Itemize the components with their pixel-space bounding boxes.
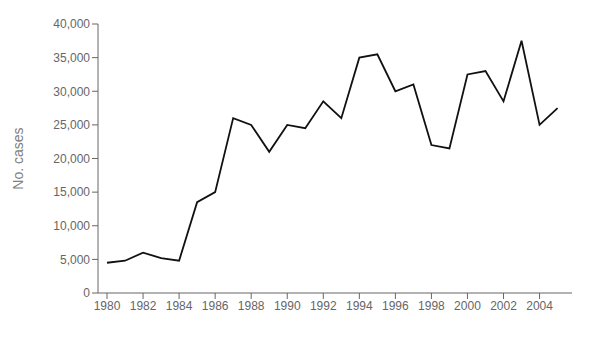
svg-text:1984: 1984	[166, 299, 193, 313]
svg-text:20,000: 20,000	[53, 152, 90, 166]
svg-text:2004: 2004	[526, 299, 553, 313]
svg-text:1996: 1996	[382, 299, 409, 313]
svg-text:2002: 2002	[490, 299, 517, 313]
svg-text:5,000: 5,000	[60, 253, 90, 267]
svg-text:35,000: 35,000	[53, 51, 90, 65]
svg-text:1990: 1990	[274, 299, 301, 313]
svg-text:No. cases: No. cases	[10, 127, 26, 189]
svg-text:30,000: 30,000	[53, 85, 90, 99]
svg-text:15,000: 15,000	[53, 185, 90, 199]
svg-text:10,000: 10,000	[53, 219, 90, 233]
svg-text:1986: 1986	[202, 299, 229, 313]
svg-text:40,000: 40,000	[53, 17, 90, 31]
svg-text:1998: 1998	[418, 299, 445, 313]
svg-text:1982: 1982	[130, 299, 157, 313]
svg-text:25,000: 25,000	[53, 118, 90, 132]
svg-text:1988: 1988	[238, 299, 265, 313]
svg-text:2000: 2000	[454, 299, 481, 313]
svg-text:1992: 1992	[310, 299, 337, 313]
svg-text:1980: 1980	[94, 299, 121, 313]
svg-text:0: 0	[83, 286, 90, 300]
svg-text:1994: 1994	[346, 299, 373, 313]
